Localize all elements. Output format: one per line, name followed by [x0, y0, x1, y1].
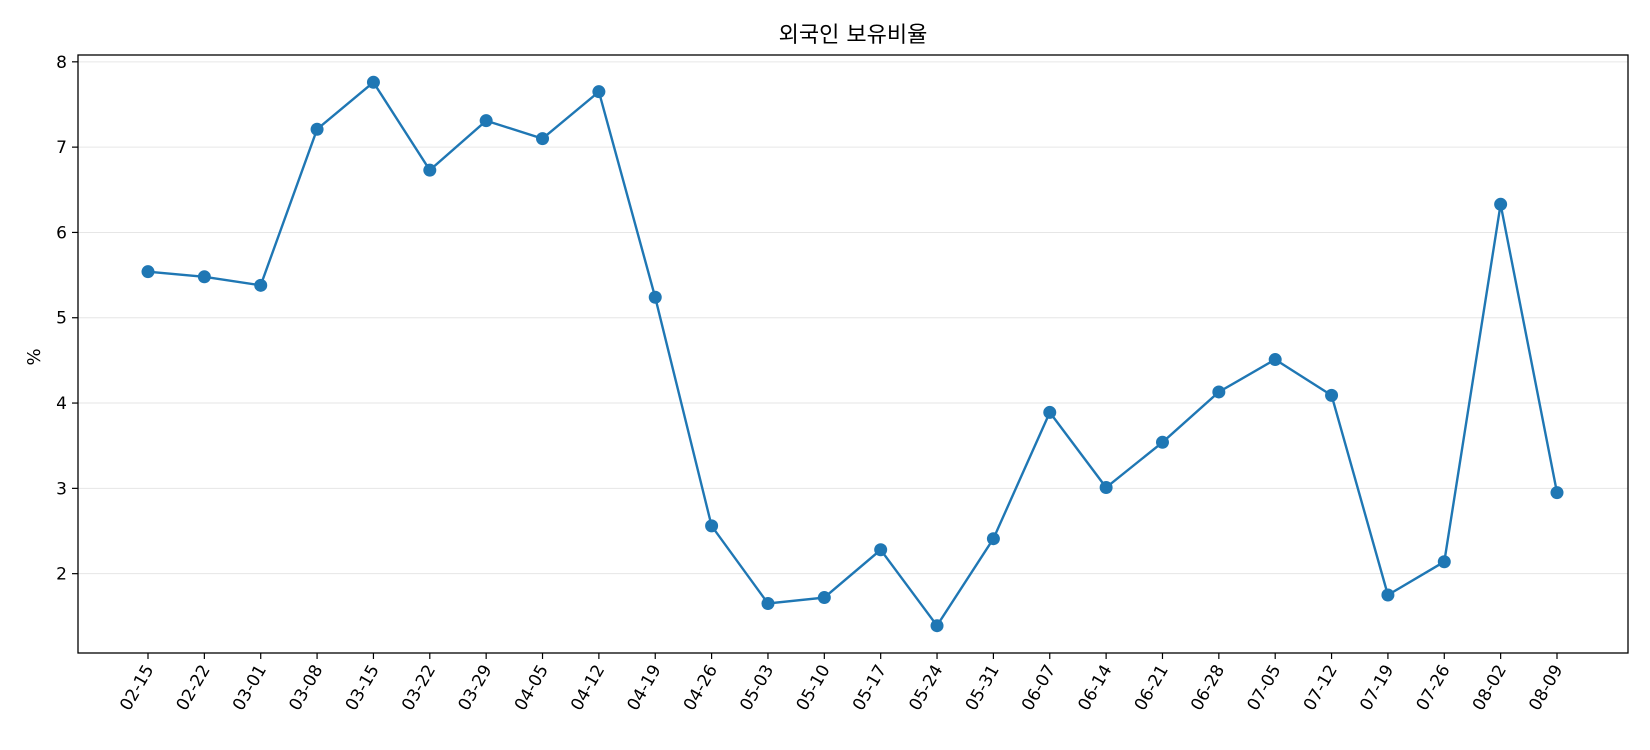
- x-tick-label: 04-12: [567, 662, 609, 715]
- y-axis-label: %: [24, 348, 45, 365]
- data-point: [1550, 486, 1564, 500]
- x-axis: 02-15 02-22 03-01 03-08 03-15 03-22 03-29 04-05…: [116, 653, 1567, 714]
- x-tick-label: 03-01: [229, 662, 271, 715]
- data-point: [705, 519, 719, 533]
- data-point: [366, 75, 380, 89]
- x-tick-label: 07-12: [1300, 662, 1342, 715]
- y-tick-label: 2: [56, 565, 67, 585]
- x-tick-label: 07-05: [1244, 662, 1286, 715]
- x-tick-label: 04-26: [680, 662, 722, 715]
- x-tick-label: 03-15: [342, 662, 384, 715]
- y-axis: 2 3 4 5 6 7 8: [56, 53, 78, 585]
- x-tick-label: 02-15: [116, 662, 158, 715]
- y-tick-label: 5: [56, 309, 67, 329]
- x-tick-label: 06-28: [1187, 662, 1229, 715]
- data-point: [141, 265, 155, 279]
- data-point: [1212, 385, 1226, 399]
- data-point: [310, 122, 324, 136]
- gridlines: [78, 61, 1628, 575]
- y-tick-label: 6: [56, 223, 67, 243]
- x-tick-label: 05-10: [793, 662, 835, 715]
- y-tick-label: 8: [56, 53, 67, 73]
- y-tick-label: 7: [56, 138, 67, 158]
- data-point: [930, 619, 944, 633]
- plot-frame: [77, 54, 1629, 654]
- x-tick-label: 05-24: [905, 662, 947, 715]
- data-point: [1437, 555, 1451, 569]
- x-tick-label: 05-03: [736, 662, 778, 715]
- x-tick-label: 06-14: [1074, 662, 1116, 715]
- data-point: [592, 85, 606, 99]
- x-tick-label: 08-09: [1525, 662, 1567, 715]
- series-layer: [141, 75, 1564, 633]
- x-tick-label: 07-26: [1413, 662, 1455, 715]
- x-tick-label: 04-05: [511, 662, 553, 715]
- x-tick-label: 05-17: [849, 662, 891, 715]
- data-point: [1043, 405, 1057, 419]
- data-point: [479, 114, 493, 128]
- data-point: [874, 543, 888, 557]
- x-tick-label: 02-22: [173, 662, 215, 715]
- x-tick-label: 08-02: [1469, 662, 1511, 715]
- data-point: [197, 270, 211, 284]
- data-point: [1268, 353, 1282, 367]
- chart-title: 외국인 보유비율: [779, 23, 928, 48]
- x-tick-label: 04-19: [624, 662, 666, 715]
- y-tick-label: 4: [56, 394, 67, 414]
- data-point: [648, 290, 662, 304]
- data-point: [1325, 388, 1339, 402]
- data-point: [1381, 588, 1395, 602]
- y-tick-label: 3: [56, 479, 67, 499]
- series-line: [147, 80, 1559, 628]
- x-tick-label: 06-21: [1131, 662, 1173, 715]
- data-point: [1155, 435, 1169, 449]
- data-point: [761, 597, 775, 611]
- x-tick-label: 03-22: [398, 662, 440, 715]
- data-point: [254, 278, 268, 292]
- data-point: [423, 163, 437, 177]
- data-point: [536, 132, 550, 146]
- data-point: [817, 591, 831, 605]
- x-tick-label: 05-31: [962, 662, 1004, 715]
- data-point: [1099, 481, 1113, 495]
- data-point: [986, 532, 1000, 546]
- x-tick-label: 03-08: [285, 662, 327, 715]
- x-tick-label: 07-19: [1356, 662, 1398, 715]
- x-tick-label: 03-29: [454, 662, 496, 715]
- data-point: [1494, 197, 1508, 211]
- x-tick-label: 06-07: [1018, 662, 1060, 715]
